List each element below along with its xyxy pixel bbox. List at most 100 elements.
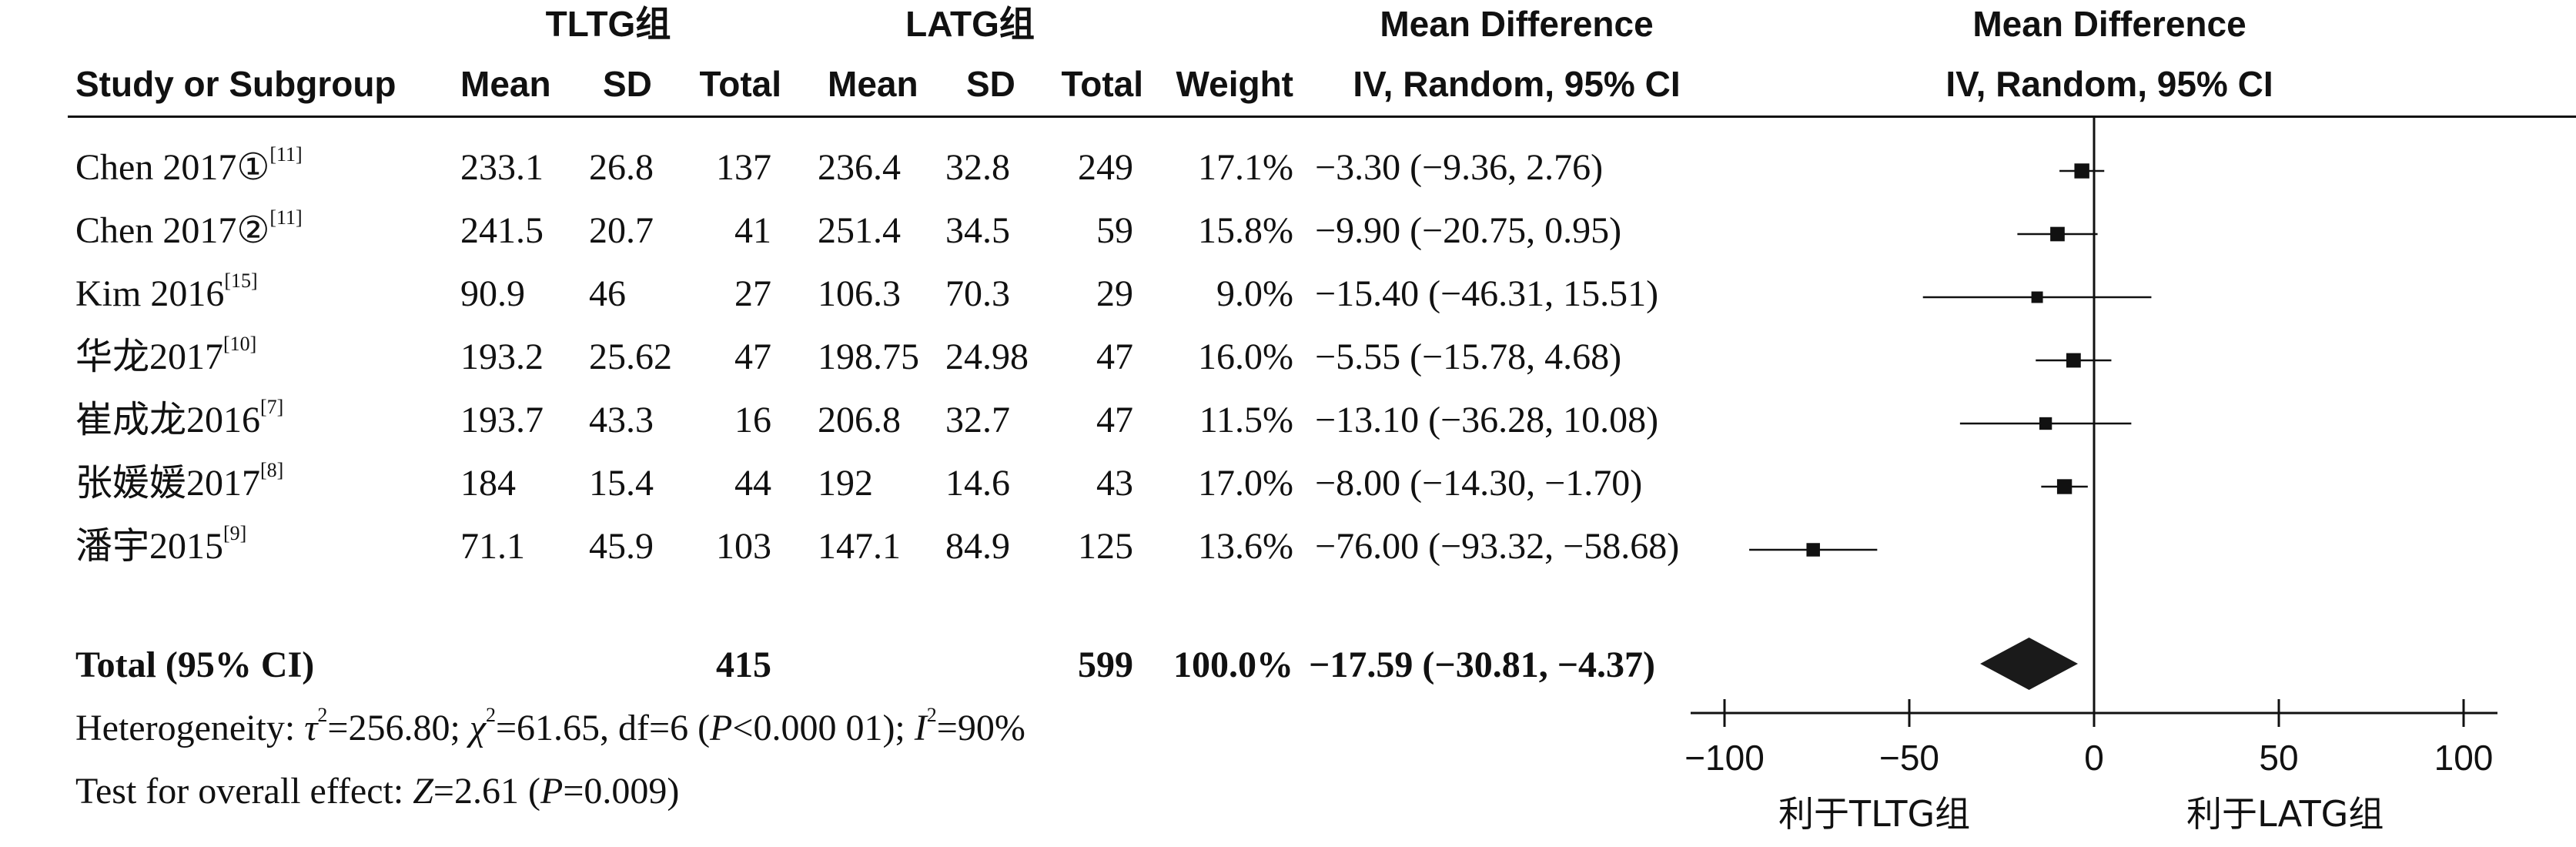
pooled-diamond	[1980, 638, 2079, 690]
sd1-cell: 45.9	[589, 526, 654, 567]
sd2-cell: 70.3	[945, 273, 1010, 314]
study-row: Kim 2016[15] 90.9 46 27 106.3 70.3 29 9.…	[0, 270, 1740, 330]
study-point	[2031, 291, 2043, 303]
group2-header: LATG组	[905, 4, 1035, 44]
mean1-cell: 233.1	[460, 147, 544, 188]
favours-left-label: 利于TLTG组	[1778, 793, 1971, 835]
study-name: Chen 2017①[11]	[75, 143, 303, 188]
mean2-cell: 251.4	[818, 210, 901, 251]
mean1-cell: 193.7	[460, 400, 544, 440]
mean2-cell: 106.3	[818, 273, 901, 314]
study-point	[2074, 163, 2089, 179]
n2-cell: 43	[1096, 463, 1133, 504]
total1-header: Total	[699, 64, 781, 104]
total-ci: −17.59 (−30.81, −4.37)	[1309, 644, 1656, 685]
n2-cell: 47	[1096, 336, 1133, 377]
total-weight: 100.0%	[1173, 644, 1293, 685]
n2-cell: 59	[1096, 210, 1133, 251]
ci-cell: −15.40 (−46.31, 15.51)	[1315, 273, 1659, 314]
sd2-header: SD	[966, 64, 1015, 104]
x-tick-label: −50	[1879, 738, 1939, 778]
md-title: Mean Difference	[1380, 4, 1654, 44]
total-n2: 599	[1078, 644, 1133, 685]
weight-cell: 16.0%	[1198, 336, 1293, 377]
n1-cell: 27	[734, 273, 771, 314]
x-tick-label: −100	[1684, 738, 1765, 778]
mean1-cell: 71.1	[460, 526, 525, 567]
sd1-cell: 43.3	[589, 400, 654, 440]
sd1-cell: 25.62	[589, 336, 672, 377]
study-col-header: Study or Subgroup	[75, 64, 396, 104]
study-name: 华龙2017[10]	[75, 333, 257, 377]
sd2-cell: 24.98	[945, 336, 1029, 377]
sd1-header: SD	[603, 64, 652, 104]
sd2-cell: 14.6	[945, 463, 1010, 504]
n1-cell: 137	[716, 147, 771, 188]
sd2-cell: 32.7	[945, 400, 1010, 440]
mean1-header: Mean	[460, 64, 551, 104]
n1-cell: 47	[734, 336, 771, 377]
sd1-cell: 26.8	[589, 147, 654, 188]
n1-cell: 41	[734, 210, 771, 251]
total-label: Total (95% CI)	[75, 644, 315, 685]
study-point	[2039, 417, 2052, 430]
overall-effect-text: Test for overall effect: Z=2.61 (P=0.009…	[75, 771, 680, 812]
study-row: Chen 2017①[11] 233.1 26.8 137 236.4 32.8…	[0, 143, 1740, 203]
ci-cell: −76.00 (−93.32, −58.68)	[1315, 526, 1680, 567]
ci-cell: −13.10 (−36.28, 10.08)	[1315, 400, 1659, 440]
total-row: Total (95% CI) 415 599 100.0% −17.59 (−3…	[0, 647, 1740, 701]
sd2-cell: 32.8	[945, 147, 1010, 188]
x-tick-label: 0	[2084, 738, 2104, 778]
mean1-cell: 193.2	[460, 336, 544, 377]
study-name: 张媛媛2017[8]	[75, 459, 284, 504]
n1-cell: 103	[716, 526, 771, 567]
study-row: 崔成龙2016[7] 193.7 43.3 16 206.8 32.7 47 1…	[0, 396, 1740, 456]
n2-cell: 47	[1096, 400, 1133, 440]
heterogeneity-text: Heterogeneity: τ2=256.80; χ2=61.65, df=6…	[75, 704, 1025, 748]
weight-cell: 15.8%	[1198, 210, 1293, 251]
n1-cell: 16	[734, 400, 771, 440]
study-row: Chen 2017②[11] 241.5 20.7 41 251.4 34.5 …	[0, 206, 1740, 266]
study-name: 潘宇2015[9]	[75, 522, 247, 567]
x-axis-ticks: −100 −50 0 50 100	[1684, 699, 2493, 778]
study-point	[1806, 543, 1820, 557]
n1-cell: 44	[734, 463, 771, 504]
sd1-cell: 15.4	[589, 463, 654, 504]
mean2-cell: 192	[818, 463, 873, 504]
plot-title: Mean Difference	[1972, 4, 2246, 44]
n2-cell: 125	[1078, 526, 1133, 567]
study-name: 崔成龙2016[7]	[75, 396, 284, 440]
mean2-header: Mean	[828, 64, 918, 104]
mean1-cell: 184	[460, 463, 516, 504]
sd2-cell: 84.9	[945, 526, 1010, 567]
sd1-cell: 20.7	[589, 210, 654, 251]
mean2-cell: 147.1	[818, 526, 901, 567]
study-marks	[1749, 163, 2152, 690]
study-point	[2050, 226, 2065, 242]
mean1-cell: 241.5	[460, 210, 544, 251]
n2-cell: 249	[1078, 147, 1133, 188]
n2-cell: 29	[1096, 273, 1133, 314]
ci-cell: −3.30 (−9.36, 2.76)	[1315, 147, 1604, 188]
ci-cell: −9.90 (−20.75, 0.95)	[1315, 210, 1622, 251]
mean2-cell: 236.4	[818, 147, 901, 188]
total-n1: 415	[716, 644, 771, 685]
md-subtitle: IV, Random, 95% CI	[1353, 64, 1681, 104]
total2-header: Total	[1061, 64, 1143, 104]
ci-cell: −8.00 (−14.30, −1.70)	[1315, 463, 1643, 504]
study-point	[2056, 479, 2073, 494]
study-name: Kim 2016[15]	[75, 270, 258, 314]
study-row: 潘宇2015[9] 71.1 45.9 103 147.1 84.9 125 1…	[0, 522, 1740, 582]
weight-cell: 13.6%	[1198, 526, 1293, 567]
header-rule	[68, 116, 2576, 118]
weight-cell: 17.0%	[1198, 463, 1293, 504]
study-row: 张媛媛2017[8] 184 15.4 44 192 14.6 43 17.0%…	[0, 459, 1740, 519]
mean2-cell: 198.75	[818, 336, 919, 377]
sd1-cell: 46	[589, 273, 626, 314]
study-name: Chen 2017②[11]	[75, 206, 303, 251]
study-point	[2066, 353, 2081, 368]
study-row: 华龙2017[10] 193.2 25.62 47 198.75 24.98 4…	[0, 333, 1740, 393]
favours-right-label: 利于LATG组	[2186, 793, 2384, 835]
weight-header: Weight	[1176, 64, 1293, 104]
weight-cell: 17.1%	[1198, 147, 1293, 188]
